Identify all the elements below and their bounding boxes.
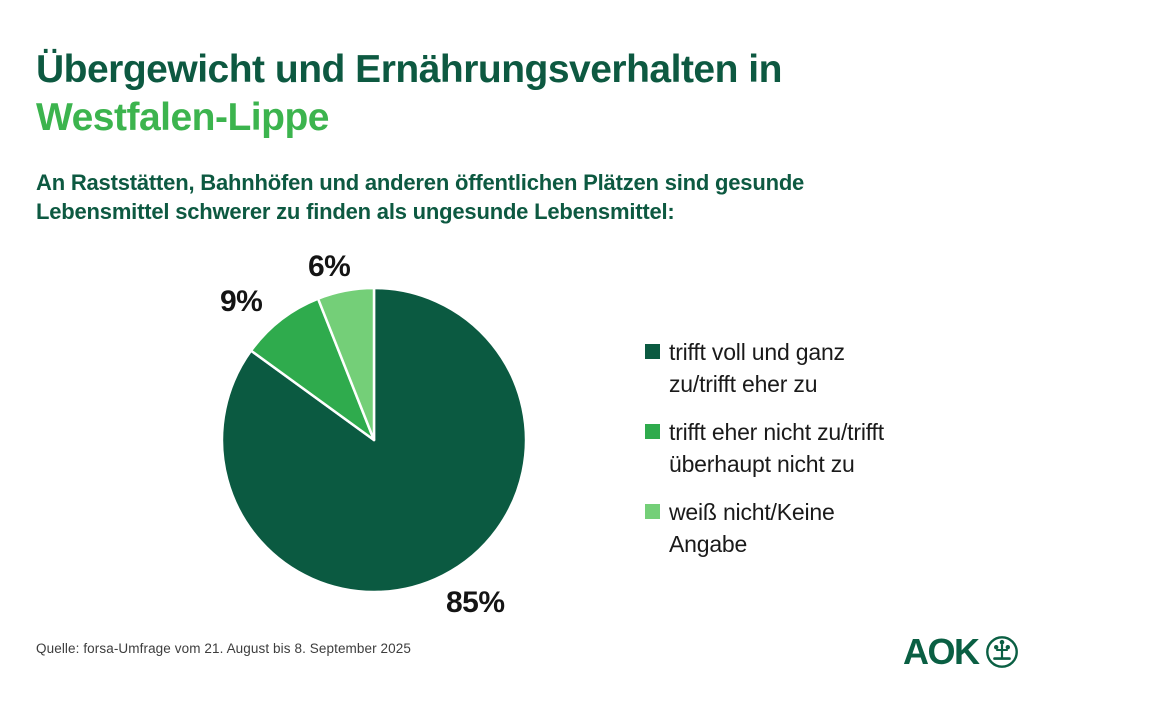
legend-label: trifft eher nicht zu/trifft überhaupt ni…	[669, 416, 884, 480]
legend-label: trifft voll und ganz zu/trifft eher zu	[669, 336, 845, 400]
title-line-2: Westfalen-Lippe	[36, 96, 329, 139]
pie-value-label-6: 6%	[308, 250, 351, 283]
legend-label-line: trifft voll und ganz	[669, 339, 845, 365]
legend-swatch-dark-green	[645, 344, 660, 359]
subtitle-line-2: Lebensmittel schwerer zu finden als unge…	[36, 199, 675, 224]
aok-tree-icon	[985, 636, 1018, 668]
aok-logo-text: AOK	[903, 631, 980, 672]
title-line-1: Übergewicht und Ernährungsverhalten in	[36, 48, 782, 91]
chart-subtitle: An Raststätten, Bahnhöfen und anderen öf…	[36, 168, 804, 226]
legend-item-weiss-nicht: weiß nicht/Keine Angabe	[645, 496, 884, 560]
subtitle-line-1: An Raststätten, Bahnhöfen und anderen öf…	[36, 170, 805, 195]
legend-label-line: überhaupt nicht zu	[669, 451, 855, 477]
page-title: Übergewicht und Ernährungsverhalten in W…	[36, 46, 782, 142]
legend-label: weiß nicht/Keine Angabe	[669, 496, 835, 560]
pie-slice-1	[249, 297, 376, 442]
legend-item-trifft-zu: trifft voll und ganz zu/trifft eher zu	[645, 336, 884, 400]
chart-legend: trifft voll und ganz zu/trifft eher zu t…	[645, 336, 884, 576]
pie-chart	[220, 286, 528, 594]
aok-logo: AOK	[903, 633, 1020, 671]
pie-value-label-9: 9%	[220, 285, 263, 318]
legend-label-line: weiß nicht/Keine	[669, 499, 835, 525]
legend-label-line: Angabe	[669, 531, 748, 557]
pie-slice-2	[316, 286, 376, 442]
source-note: Quelle: forsa-Umfrage vom 21. August bis…	[36, 641, 411, 656]
legend-label-line: trifft eher nicht zu/trifft	[669, 419, 884, 445]
legend-label-line: zu/trifft eher zu	[669, 371, 818, 397]
legend-item-trifft-nicht-zu: trifft eher nicht zu/trifft überhaupt ni…	[645, 416, 884, 480]
legend-swatch-light-green	[645, 504, 660, 519]
legend-swatch-medium-green	[645, 424, 660, 439]
pie-chart-container	[214, 280, 534, 600]
pie-value-label-85: 85%	[446, 586, 505, 619]
